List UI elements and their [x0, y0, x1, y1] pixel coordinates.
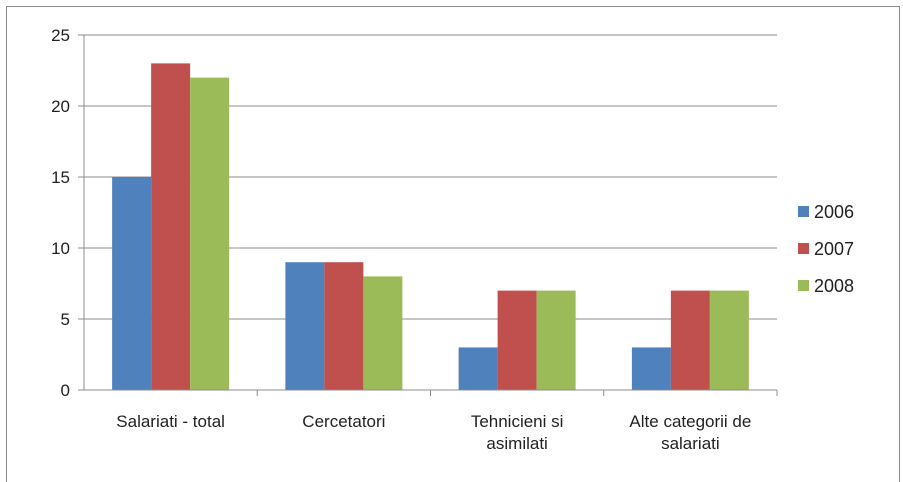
bars [112, 63, 749, 391]
bar [324, 262, 364, 390]
axes [78, 34, 778, 396]
bar [497, 290, 537, 390]
bar [363, 276, 403, 390]
x-category-label: Cercetatori [302, 412, 385, 431]
x-category-label: Alte categorii de [629, 412, 751, 431]
x-category-label: salariati [661, 434, 720, 453]
legend-label: 2007 [814, 239, 854, 259]
y-tick-label: 25 [51, 26, 70, 45]
bar [458, 347, 498, 390]
bar [151, 63, 191, 391]
y-tick-label: 15 [51, 168, 70, 187]
legend-label: 2008 [814, 276, 854, 296]
bar [536, 290, 576, 390]
legend-label: 2006 [814, 202, 854, 222]
legend-swatch [798, 206, 809, 217]
bar [112, 177, 152, 390]
x-category-label: Salariati - total [116, 412, 225, 431]
bar [670, 290, 710, 390]
x-category-labels: Salariati - total Cercetatori Tehnicieni s… [116, 412, 751, 453]
legend-swatch [798, 243, 809, 254]
x-category-label: asimilati [486, 434, 547, 453]
y-tick-labels: 0 5 10 15 20 25 [51, 26, 70, 400]
y-tick-label: 20 [51, 97, 70, 116]
bar [709, 290, 749, 390]
legend-swatch [798, 280, 809, 291]
y-tick-label: 0 [61, 381, 70, 400]
y-tick-label: 5 [61, 310, 70, 329]
bar [190, 77, 230, 390]
y-tick-label: 10 [51, 239, 70, 258]
bar [631, 347, 671, 390]
bar [285, 262, 325, 390]
x-category-label: Tehnicieni si [471, 412, 564, 431]
legend: 2006 2007 2008 [798, 202, 854, 296]
